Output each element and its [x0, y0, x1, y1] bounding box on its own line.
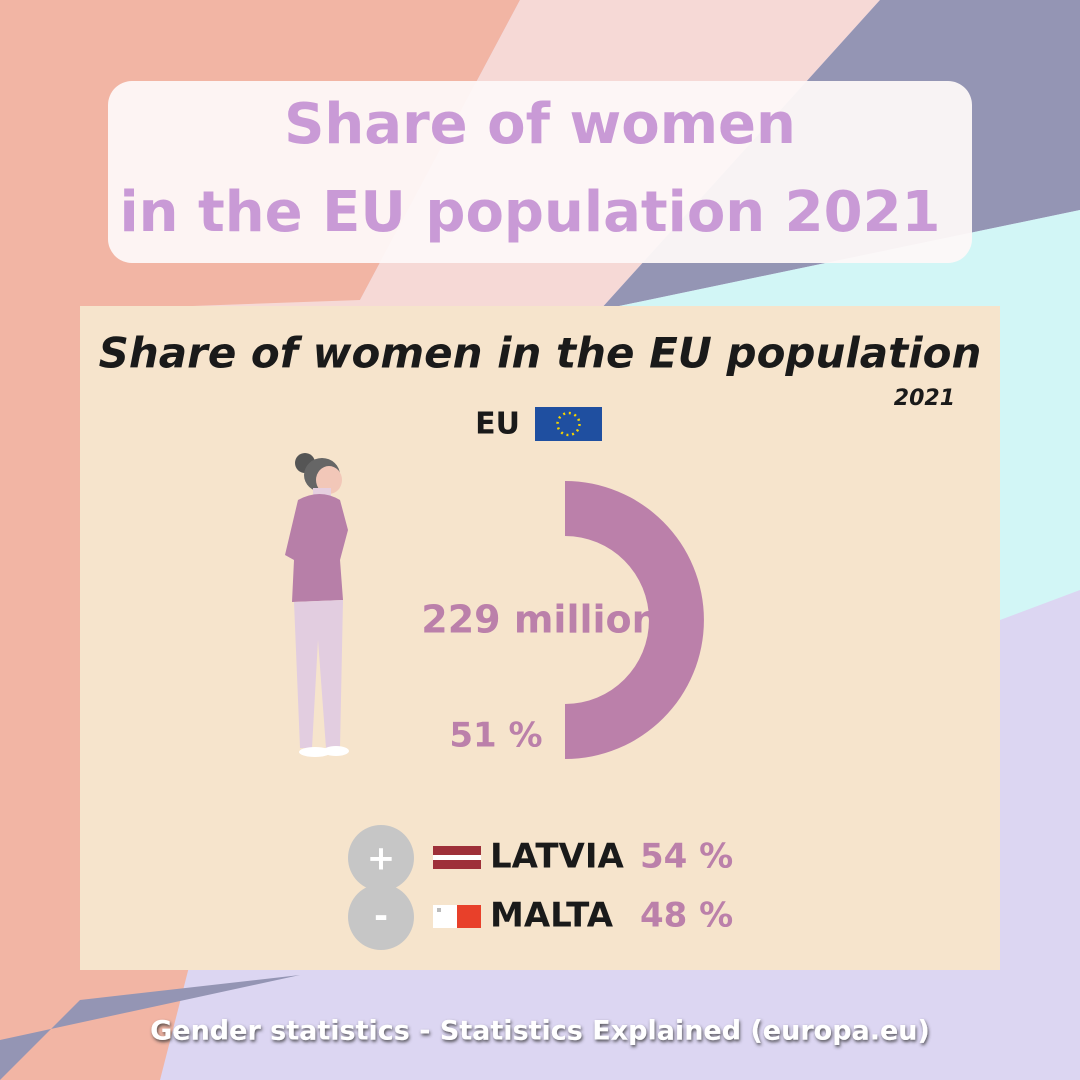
country: MALTA — [490, 896, 614, 936]
share-arc — [565, 481, 704, 759]
country-share: 54 % — [640, 837, 733, 877]
footer-source: Gender statistics - Statistics Explained… — [150, 1016, 930, 1047]
card-title: Share of women in the EU population — [99, 329, 982, 378]
bg-shape — [0, 975, 300, 1080]
sign-badge — [348, 825, 414, 891]
title: Share of women — [284, 92, 796, 157]
woman-figure — [285, 453, 349, 757]
sign: + — [367, 839, 396, 879]
card-year: 2021 — [894, 386, 955, 411]
population: 229 million — [421, 598, 658, 642]
country: LATVIA — [490, 837, 624, 877]
title-box — [108, 81, 972, 263]
sign-badge — [348, 884, 414, 950]
country-share: 48 % — [640, 896, 733, 936]
region: EU — [475, 407, 520, 442]
title: in the EU population 2021 — [119, 180, 940, 245]
eu-flag — [535, 407, 602, 441]
sign: - — [374, 897, 388, 937]
latvia-flag — [433, 846, 481, 869]
bg-shape — [600, 210, 1080, 620]
malta-flag — [433, 905, 481, 928]
share-label: 51 % — [449, 716, 542, 756]
